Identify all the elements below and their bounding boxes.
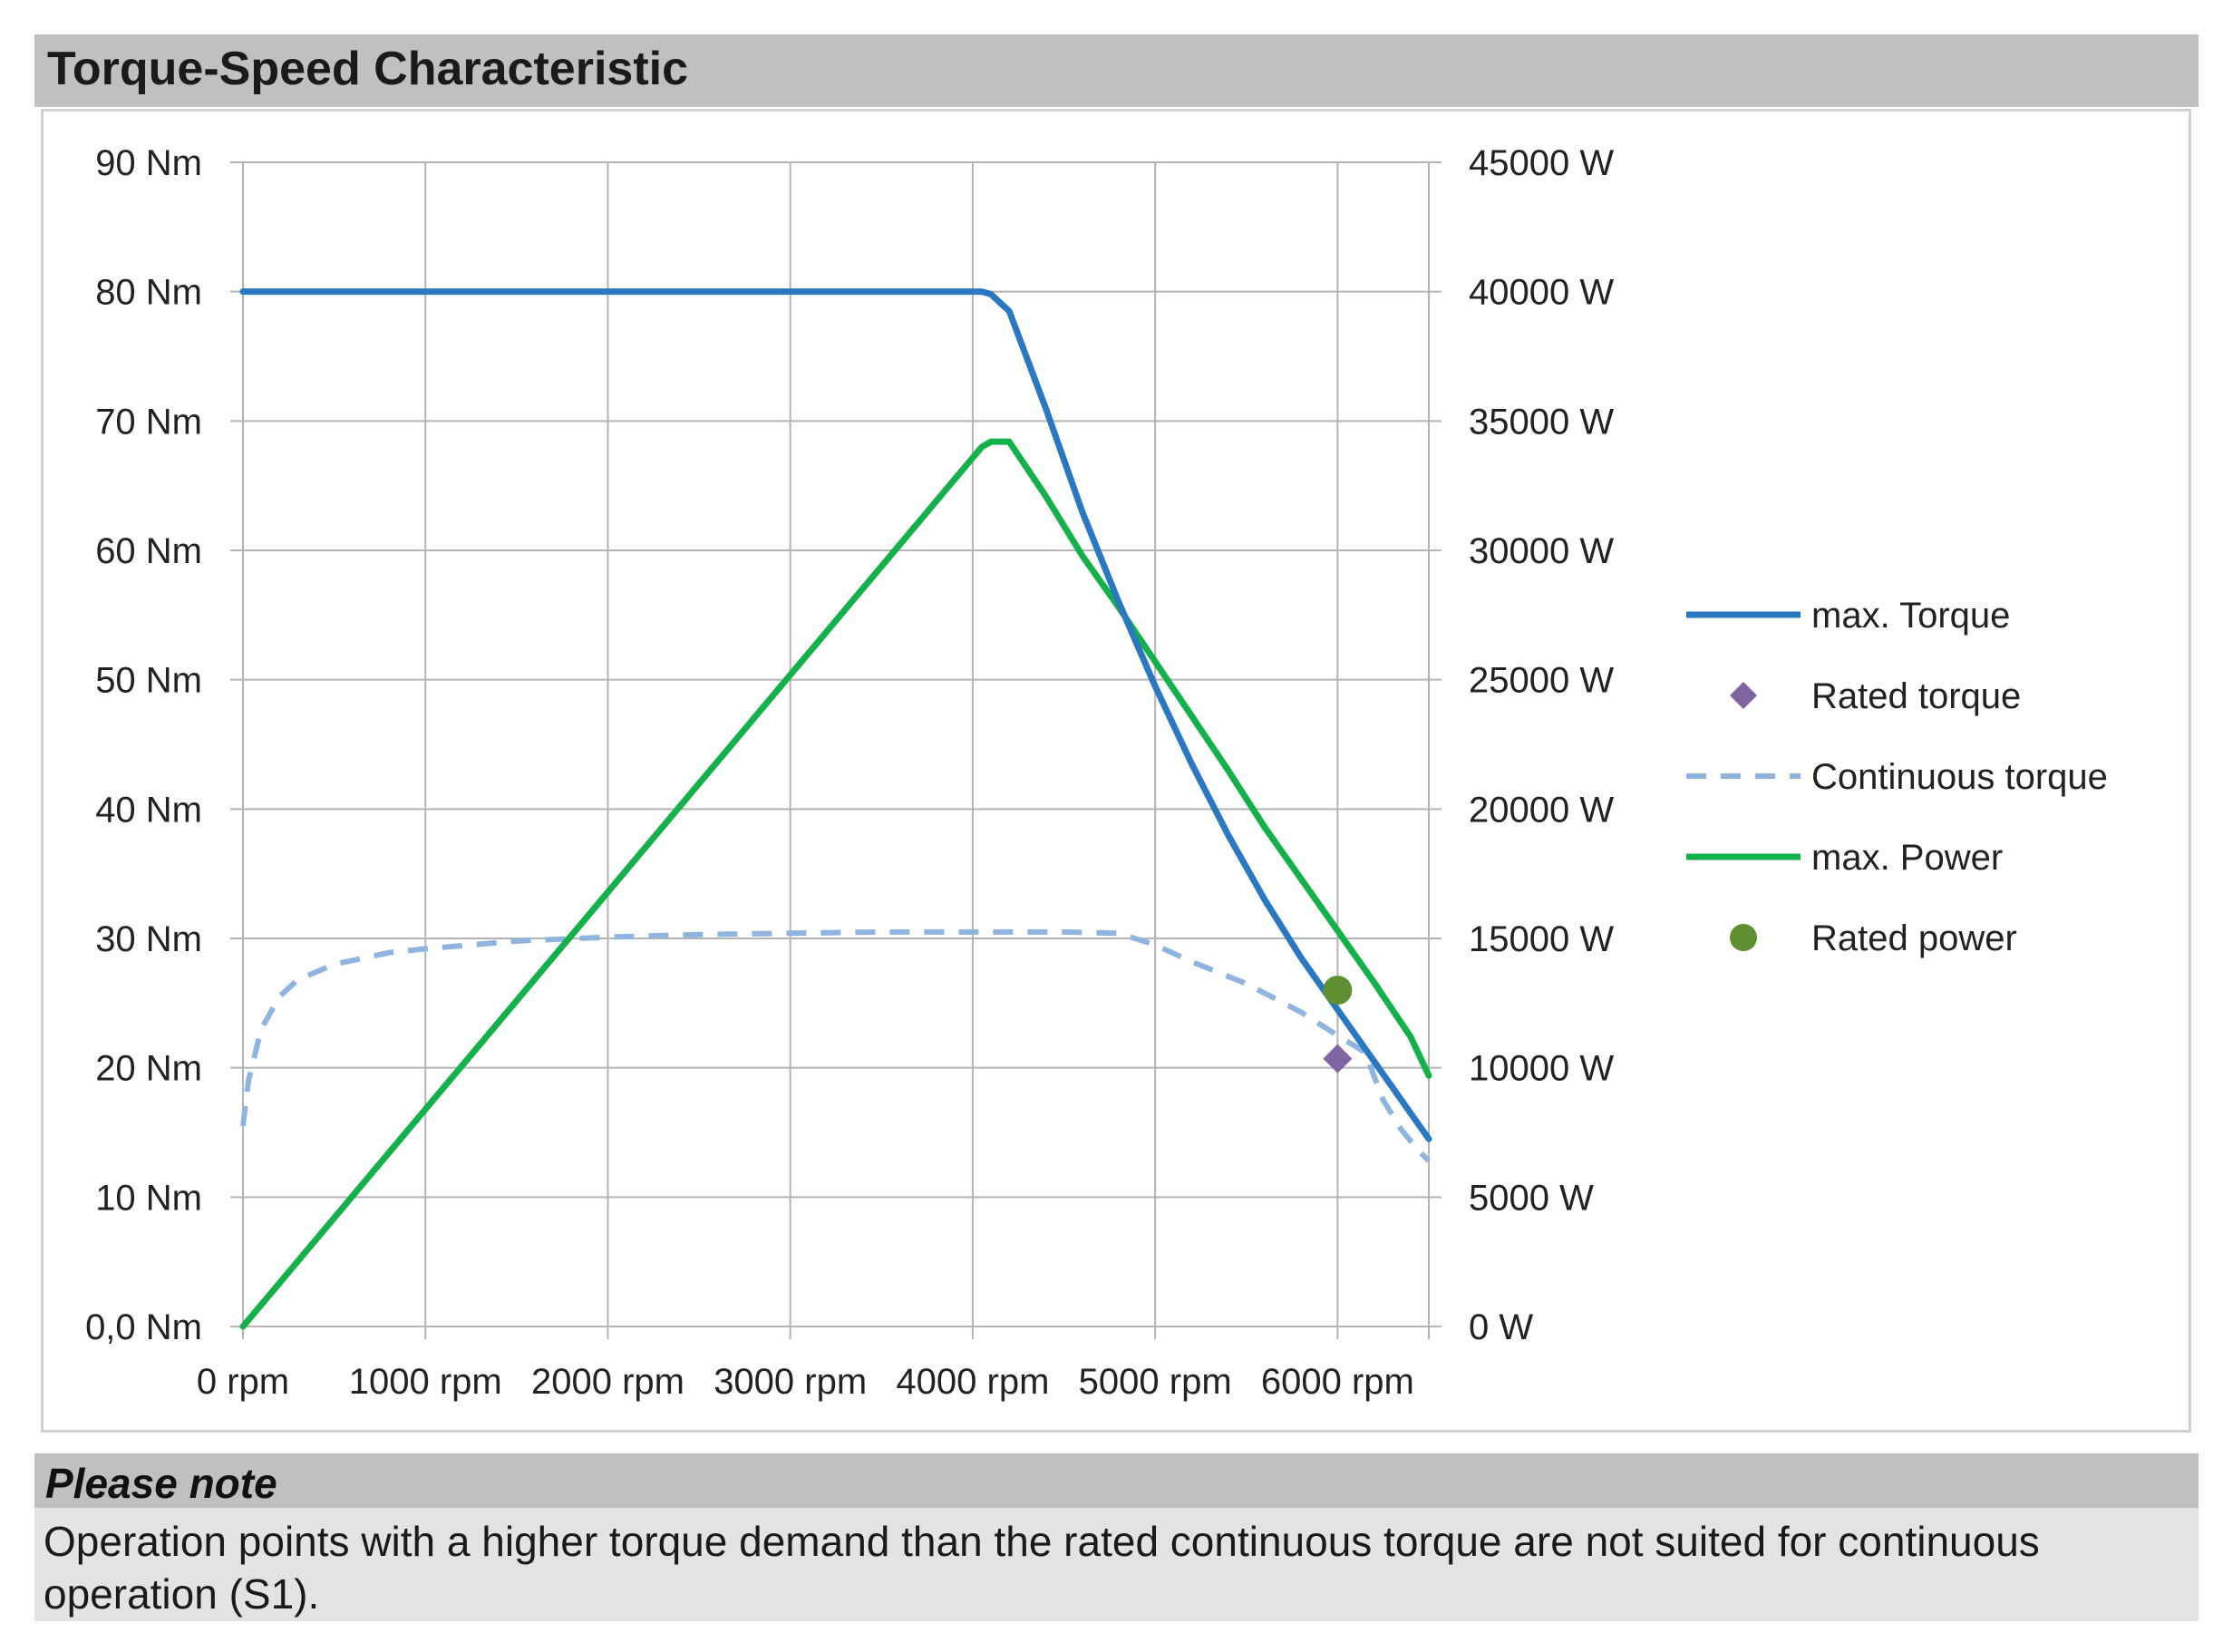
max-torque-line <box>239 288 1432 1142</box>
y-right-tick-label: 35000 W <box>1469 402 1614 442</box>
x-tick-label: 1000 rpm <box>349 1362 502 1402</box>
y-right-tick-label: 10000 W <box>1469 1049 1614 1089</box>
note-text: Operation points with a higher torque de… <box>44 1518 2040 1618</box>
y-left-tick-label: 10 Nm <box>95 1178 202 1218</box>
y-left-tick-label: 30 Nm <box>95 919 202 959</box>
note-heading: Please note <box>45 1460 277 1507</box>
x-tick-label: 2000 rpm <box>531 1362 684 1402</box>
y-right-tick-label: 20000 W <box>1469 790 1614 830</box>
note-body: Operation points with a higher torque de… <box>34 1508 2199 1621</box>
y-left-tick-label: 60 Nm <box>95 531 202 571</box>
legend-label: Rated torque <box>1811 676 2021 716</box>
legend-label: max. Power <box>1811 838 2003 878</box>
y-right-tick-label: 5000 W <box>1469 1178 1594 1218</box>
x-tick-label: 6000 rpm <box>1261 1362 1414 1402</box>
y-left-tick-label: 70 Nm <box>95 402 202 442</box>
x-tick-label: 0 rpm <box>197 1362 289 1402</box>
y-left-tick-label: 50 Nm <box>95 661 202 701</box>
title-bar: Torque-Speed Characteristic <box>34 34 2199 107</box>
chart-title: Torque-Speed Characteristic <box>47 43 689 95</box>
torque-speed-chart: 0,0 Nm 10 Nm 20 Nm 30 Nm 40 Nm 50 Nm 60 Nm 70 N… <box>85 143 2108 1402</box>
rated-power-marker <box>1323 976 1353 1006</box>
y-left-tick-label: 20 Nm <box>95 1049 202 1089</box>
y-right-tick-label: 0 W <box>1469 1307 1533 1347</box>
x-tick-label: 3000 rpm <box>713 1362 867 1402</box>
rated-torque-marker <box>1323 1044 1353 1074</box>
legend-symbol <box>1730 924 1757 951</box>
legend-label: max. Torque <box>1811 596 2010 636</box>
x-tick-label: 5000 rpm <box>1079 1362 1232 1402</box>
y-right-tick-label: 25000 W <box>1469 661 1614 701</box>
y-right-tick-label: 40000 W <box>1469 273 1614 313</box>
legend-symbol <box>1730 682 1757 709</box>
y-right-tick-label: 30000 W <box>1469 531 1614 571</box>
note-header: Please note <box>34 1453 2199 1508</box>
continuous-torque-line <box>240 928 1432 1163</box>
y-left-tick-label: 0,0 Nm <box>85 1307 202 1347</box>
y-right-tick-label: 15000 W <box>1469 919 1614 959</box>
legend-label: Continuous torque <box>1811 757 2108 797</box>
y-left-tick-label: 90 Nm <box>95 143 202 183</box>
y-left-tick-label: 40 Nm <box>95 790 202 830</box>
y-right-tick-label: 45000 W <box>1469 143 1614 183</box>
max-power-line <box>239 438 1432 1330</box>
y-left-tick-label: 80 Nm <box>95 273 202 313</box>
chart-frame: 0,0 Nm 10 Nm 20 Nm 30 Nm 40 Nm 50 Nm 60 Nm 70 N… <box>41 109 2191 1433</box>
x-tick-label: 4000 rpm <box>896 1362 1049 1402</box>
legend-label: Rated power <box>1811 918 2017 958</box>
